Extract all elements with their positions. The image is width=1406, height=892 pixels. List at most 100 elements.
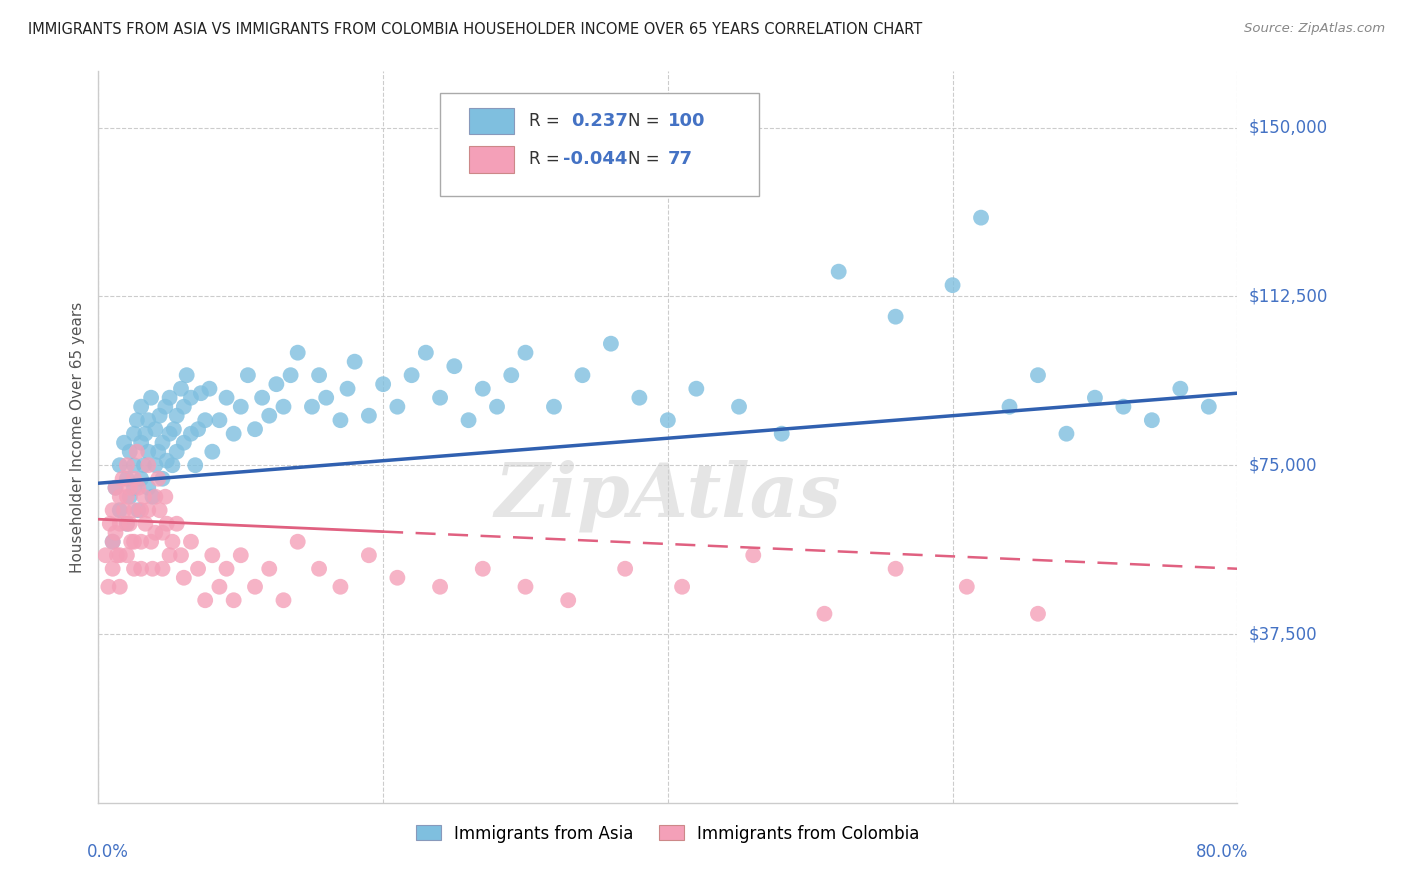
Point xyxy=(173,435,195,450)
Point xyxy=(129,400,152,414)
Point xyxy=(136,481,159,495)
Point xyxy=(94,548,117,562)
Text: $150,000: $150,000 xyxy=(1249,119,1327,136)
Point xyxy=(129,472,152,486)
Point xyxy=(152,472,174,486)
Point xyxy=(343,354,366,368)
Point xyxy=(357,548,380,562)
Point xyxy=(145,458,167,473)
Point xyxy=(671,580,693,594)
Point xyxy=(543,400,565,414)
Point xyxy=(273,400,295,414)
Point xyxy=(145,490,167,504)
Legend: Immigrants from Asia, Immigrants from Colombia: Immigrants from Asia, Immigrants from Co… xyxy=(409,818,927,849)
Point xyxy=(457,413,479,427)
Point xyxy=(208,580,231,594)
Point xyxy=(159,391,181,405)
Point xyxy=(287,534,309,549)
Point xyxy=(557,593,579,607)
Point xyxy=(1084,391,1107,405)
Text: $75,000: $75,000 xyxy=(1249,456,1317,475)
Point xyxy=(132,490,155,504)
Point xyxy=(685,382,707,396)
Point xyxy=(101,503,124,517)
Point xyxy=(336,382,359,396)
Text: $112,500: $112,500 xyxy=(1249,287,1327,305)
Point xyxy=(315,391,337,405)
Point xyxy=(98,516,121,531)
Point xyxy=(401,368,423,383)
Point xyxy=(970,211,993,225)
Point xyxy=(215,391,238,405)
Point xyxy=(166,409,188,423)
Point xyxy=(884,562,907,576)
Point xyxy=(136,503,159,517)
Point xyxy=(1198,400,1220,414)
Point xyxy=(173,400,195,414)
Point xyxy=(125,444,148,458)
Point xyxy=(628,391,651,405)
Point xyxy=(162,458,184,473)
Point xyxy=(127,481,149,495)
Point xyxy=(387,400,409,414)
Point xyxy=(170,548,193,562)
Point xyxy=(108,516,131,531)
Point xyxy=(118,444,141,458)
Point xyxy=(357,409,380,423)
Y-axis label: Householder Income Over 65 years: Householder Income Over 65 years xyxy=(69,301,84,573)
Text: N =: N = xyxy=(628,151,659,169)
Point xyxy=(600,336,623,351)
Point xyxy=(115,516,138,531)
Point xyxy=(136,458,159,473)
Point xyxy=(108,548,131,562)
Point xyxy=(145,525,167,540)
Text: IMMIGRANTS FROM ASIA VS IMMIGRANTS FROM COLOMBIA HOUSEHOLDER INCOME OVER 65 YEAR: IMMIGRANTS FROM ASIA VS IMMIGRANTS FROM … xyxy=(28,22,922,37)
Point xyxy=(1140,413,1163,427)
Point xyxy=(115,458,138,473)
Point xyxy=(141,490,163,504)
Point xyxy=(155,400,177,414)
Point xyxy=(201,444,224,458)
Point xyxy=(614,562,637,576)
Point xyxy=(141,562,163,576)
Point xyxy=(115,490,138,504)
Point xyxy=(190,386,212,401)
Point xyxy=(387,571,409,585)
Point xyxy=(194,593,217,607)
Point xyxy=(108,580,131,594)
Point xyxy=(136,413,159,427)
Point xyxy=(742,548,765,562)
Point xyxy=(329,413,352,427)
Point xyxy=(301,400,323,414)
Point xyxy=(129,435,152,450)
Point xyxy=(250,391,273,405)
Point xyxy=(148,472,170,486)
Point xyxy=(329,580,352,594)
Point xyxy=(176,368,198,383)
Point xyxy=(122,472,145,486)
Point xyxy=(229,548,252,562)
Point xyxy=(1026,607,1049,621)
FancyBboxPatch shape xyxy=(468,108,515,134)
Point xyxy=(998,400,1021,414)
Point xyxy=(1112,400,1135,414)
Point xyxy=(122,458,145,473)
Text: $37,500: $37,500 xyxy=(1249,625,1317,643)
Point xyxy=(443,359,465,374)
Text: 0.237: 0.237 xyxy=(571,112,628,130)
Point xyxy=(136,444,159,458)
Point xyxy=(129,562,152,576)
Point xyxy=(108,503,131,517)
Point xyxy=(429,580,451,594)
Point xyxy=(956,580,979,594)
Text: 80.0%: 80.0% xyxy=(1197,843,1249,861)
Point xyxy=(139,534,162,549)
Point xyxy=(429,391,451,405)
Point xyxy=(471,562,494,576)
Point xyxy=(111,472,134,486)
Point xyxy=(236,368,259,383)
Point xyxy=(163,422,186,436)
Point xyxy=(104,525,127,540)
Point xyxy=(104,481,127,495)
Point xyxy=(97,580,120,594)
